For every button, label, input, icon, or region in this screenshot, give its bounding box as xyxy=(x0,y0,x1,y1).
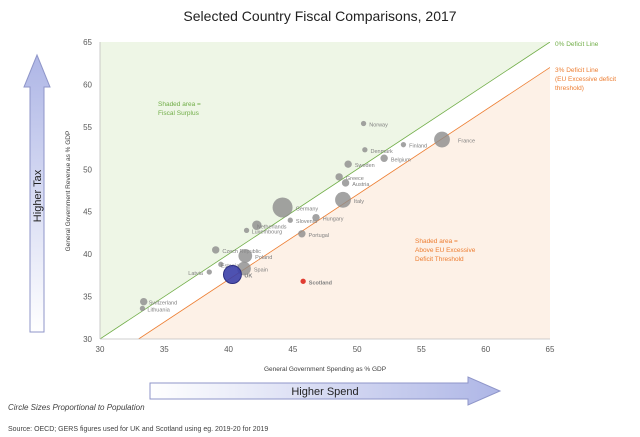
higher-spend-arrow xyxy=(149,376,502,406)
data-points: Norway Finland France Denmark Belgium Sweden G… xyxy=(139,120,475,313)
x-tick-label: 65 xyxy=(546,345,555,354)
point-switzerland-label: Switzerland xyxy=(149,301,177,307)
point-denmark-label: Denmark xyxy=(371,149,394,155)
y-tick-label: 65 xyxy=(83,38,92,47)
point-austria-label: Austria xyxy=(352,182,370,188)
point-poland xyxy=(238,248,253,263)
point-portugal-label: Portugal xyxy=(309,233,330,239)
three-line-annotation: (EU Excessive deficit xyxy=(555,76,616,83)
population-note: Circle Sizes Proportional to Population xyxy=(8,403,145,412)
point-scotland xyxy=(300,278,306,284)
point-luxembourg-label: Luxembourg xyxy=(252,229,283,235)
higher-tax-label: Higher Tax xyxy=(32,169,44,222)
point-estonia xyxy=(218,261,224,267)
zero-line-annotation: 0% Deficit Line xyxy=(555,41,599,48)
deficit-annotation: Shaded area = xyxy=(415,238,458,245)
y-tick-label: 45 xyxy=(83,208,92,217)
x-tick-label: 30 xyxy=(96,345,105,354)
point-france xyxy=(434,131,450,148)
three-line-annotation: threshold) xyxy=(555,85,584,92)
point-netherlands xyxy=(252,220,262,231)
x-tick-label: 50 xyxy=(353,345,362,354)
point-spain-label: Spain xyxy=(254,268,268,274)
point-switzerland xyxy=(140,297,148,306)
y-tick-label: 40 xyxy=(83,250,92,259)
point-czech-republic xyxy=(212,246,220,254)
higher-tax-arrow xyxy=(23,53,51,333)
point-slovenia xyxy=(287,217,293,223)
point-finland-label: Finland xyxy=(409,144,427,150)
point-denmark xyxy=(362,147,368,153)
point-belgium-label: Belgium xyxy=(391,157,411,163)
point-luxembourg xyxy=(243,227,250,234)
point-italy xyxy=(335,191,351,208)
surplus-annotation: Fiscal Surplus xyxy=(158,110,200,117)
surplus-annotation: Shaded area = xyxy=(158,101,201,108)
point-hungary xyxy=(312,213,320,222)
point-italy-label: Italy xyxy=(354,199,364,205)
annotations: Shaded area = Fiscal Surplus Shaded area =… xyxy=(158,41,616,263)
point-portugal xyxy=(298,230,306,238)
point-france-label: France xyxy=(458,139,475,145)
point-norway xyxy=(360,120,367,127)
point-austria xyxy=(341,179,350,187)
point-greece-label: Greece xyxy=(346,176,364,182)
point-sweden xyxy=(344,160,352,168)
y-tick-label: 30 xyxy=(83,335,92,344)
deficit-annotation: Above EU Excessive xyxy=(415,247,476,254)
point-lithuania-label: Lithuania xyxy=(147,307,170,313)
y-tick-label: 55 xyxy=(83,123,92,132)
y-axis-label: General Government Revenue as % GDP xyxy=(65,131,72,252)
chart-title: Selected Country Fiscal Comparisons, 201… xyxy=(183,8,457,24)
point-latvia-label: Latvia xyxy=(188,271,204,277)
point-slovenia-label: Slovenia xyxy=(296,219,318,225)
point-lithuania xyxy=(139,305,146,312)
x-axis-label: General Government Spending as % GDP xyxy=(264,366,386,373)
point-netherlands-label: Netherlands xyxy=(257,224,287,230)
point-uk-label: UK xyxy=(244,274,252,280)
x-tick-label: 40 xyxy=(224,345,233,354)
point-finland xyxy=(400,142,407,148)
zero-deficit-line xyxy=(100,42,550,339)
x-tick-label: 55 xyxy=(417,345,426,354)
deficit-annotation: Deficit Threshold xyxy=(415,256,464,263)
point-greece xyxy=(335,173,343,181)
point-belgium xyxy=(380,154,388,162)
source-note: Source: OECD; GERS figures used for UK a… xyxy=(8,426,269,433)
point-sweden-label: Sweden xyxy=(355,163,375,169)
point-uk xyxy=(222,265,242,284)
point-hungary-label: Hungary xyxy=(323,217,344,223)
point-scotland-label: Scotland xyxy=(309,280,332,286)
y-tick-labels: 30 35 40 45 50 55 60 65 xyxy=(83,38,92,344)
point-germany xyxy=(272,197,293,218)
y-tick-label: 35 xyxy=(83,293,92,302)
x-tick-label: 60 xyxy=(481,345,490,354)
point-norway-label: Norway xyxy=(369,122,388,128)
point-poland-label: Poland xyxy=(255,255,272,261)
point-germany-label: Germany xyxy=(296,206,319,212)
three-line-annotation: 3% Deficit Line xyxy=(555,67,599,74)
y-tick-label: 60 xyxy=(83,80,92,89)
y-tick-label: 50 xyxy=(83,165,92,174)
x-tick-label: 45 xyxy=(288,345,297,354)
x-tick-label: 35 xyxy=(160,345,169,354)
higher-spend-label: Higher Spend xyxy=(291,386,358,398)
axes xyxy=(99,42,550,340)
x-tick-labels: 30 35 40 45 50 55 60 65 xyxy=(96,345,555,354)
point-latvia xyxy=(206,269,212,275)
